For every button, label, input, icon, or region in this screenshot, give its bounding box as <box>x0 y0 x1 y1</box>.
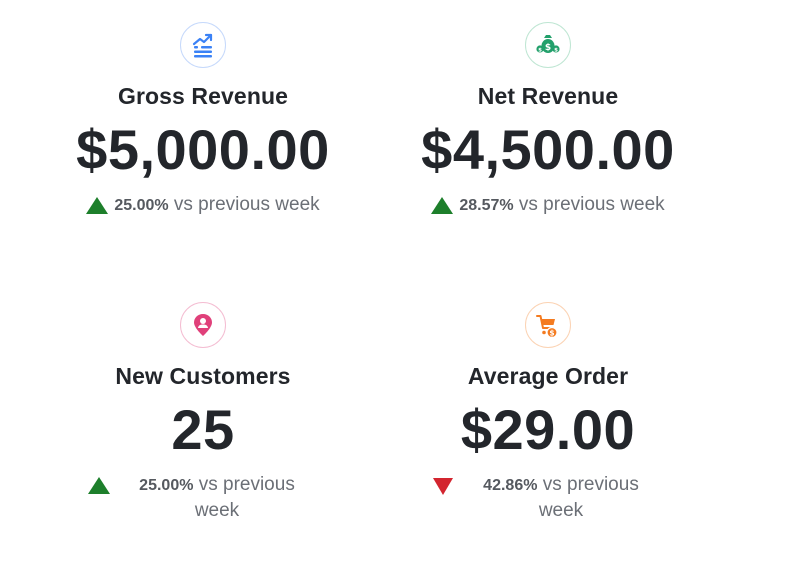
metric-value: 25 <box>171 398 235 461</box>
metric-change: 42.86% vs previous week <box>433 472 663 523</box>
metric-value: $29.00 <box>460 398 636 461</box>
average-order-card: $ Average Order $29.00 42.86% vs previou… <box>388 302 708 523</box>
change-text: 42.86% vs previous week <box>459 472 663 523</box>
change-percent: 28.57% <box>459 197 514 214</box>
metric-value: $5,000.00 <box>76 118 330 181</box>
arrow-down-icon <box>433 478 453 495</box>
money-bag-icon: $ $ $ <box>525 22 571 68</box>
change-text: 25.00% vs previous week <box>114 192 319 218</box>
revenue-chart-icon <box>180 22 226 68</box>
arrow-up-icon <box>431 197 454 214</box>
metric-title: Gross Revenue <box>117 83 289 109</box>
comparison-label: vs previous week <box>538 474 639 521</box>
metric-title: New Customers <box>115 363 291 389</box>
metric-change: 25.00% vs previous week <box>88 472 318 523</box>
metric-change: 28.57% vs previous week <box>413 192 683 218</box>
comparison-label: vs previous week <box>194 474 295 521</box>
svg-text:$: $ <box>549 328 554 337</box>
new-customers-card: New Customers 25 25.00% vs previous week <box>43 302 363 523</box>
change-text: 28.57% vs previous week <box>459 192 664 218</box>
cart-dollar-icon: $ <box>525 302 571 348</box>
gross-revenue-card: Gross Revenue $5,000.00 25.00% vs previo… <box>43 22 363 218</box>
svg-text:$: $ <box>554 48 558 54</box>
svg-text:$: $ <box>545 43 551 53</box>
person-pin-icon <box>180 302 226 348</box>
metric-title: Net Revenue <box>477 83 619 109</box>
change-percent: 25.00% <box>114 197 169 214</box>
net-revenue-card: $ $ $ Net Revenue $4,500.00 28.57% vs pr… <box>388 22 708 218</box>
svg-text:$: $ <box>538 48 542 54</box>
change-text: 25.00% vs previous week <box>116 472 318 523</box>
arrow-up-icon <box>86 197 109 214</box>
comparison-label: vs previous week <box>173 194 320 215</box>
change-percent: 25.00% <box>139 477 194 494</box>
change-percent: 42.86% <box>483 477 538 494</box>
comparison-label: vs previous week <box>518 194 665 215</box>
metric-title: Average Order <box>467 363 629 389</box>
metric-value: $4,500.00 <box>421 118 675 181</box>
metric-change: 25.00% vs previous week <box>68 192 338 218</box>
arrow-up-icon <box>88 477 110 494</box>
